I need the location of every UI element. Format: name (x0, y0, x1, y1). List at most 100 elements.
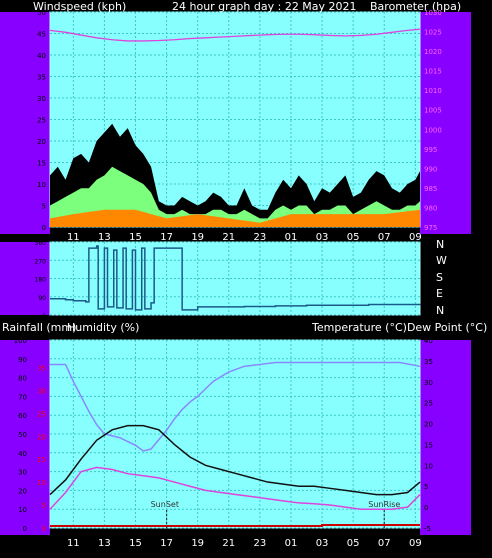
humidity-y-tick-label: 80 (18, 375, 27, 383)
temperature-y-tick-label: 25 (424, 400, 433, 408)
humidity-y-tick-label: 50 (18, 431, 27, 439)
humidity-series (50, 361, 421, 452)
compass-n-top: N (436, 238, 444, 251)
barometer-y-tick-label: 1020 (424, 48, 442, 56)
wind-y-tick-label: 50 (37, 9, 46, 17)
humidity-y-tick-label: 40 (18, 450, 27, 458)
temperature-dewpoint-label: Temperature (°C)Dew Point (°C) (311, 321, 487, 334)
rainfall-y-tick-label: 15 (37, 456, 46, 464)
header-windspeed-label: Windspeed (kph) (33, 0, 126, 13)
dewpoint-series (49, 466, 421, 510)
compass-n-bottom: N (436, 304, 444, 317)
temperature-y-tick-label: 10 (424, 462, 433, 470)
wind-y-tick-label: 5 (42, 203, 46, 211)
rainfall-y-tick-label: 0 (42, 525, 46, 533)
header-title: 24 hour graph day : 22 May 2021 (172, 0, 357, 13)
wind-x-tick-label: 13 (98, 232, 111, 243)
humidity-y-tick-label: 30 (18, 469, 27, 477)
wind-x-tick-label: 09 (409, 232, 422, 243)
humidity-y-tick-label: 60 (18, 412, 27, 420)
mid-left-frame (0, 242, 50, 315)
barometer-y-tick-label: 1005 (424, 107, 442, 115)
temperature-y-tick-label: 35 (424, 358, 433, 366)
compass-s: S (436, 271, 443, 284)
wind-x-tick-label: 23 (254, 232, 267, 243)
temperature-x-tick-label: 21 (222, 538, 235, 549)
barometer-y-tick-label: 980 (424, 204, 437, 212)
temperature-x-tick-label: 17 (160, 538, 173, 549)
wind-direction-series (50, 245, 421, 311)
wind-y-tick-label: 30 (37, 95, 46, 103)
rainfall-y-tick-label: 35 (37, 365, 46, 373)
sunset-label: SunSet (151, 500, 179, 509)
temperature-y-tick-label: 20 (424, 421, 433, 429)
barometer-y-tick-label: 985 (424, 185, 437, 193)
rainfall-y-tick-label: 20 (37, 433, 46, 441)
barometer-y-tick-label: 975 (424, 224, 437, 232)
humidity-y-tick-label: 10 (18, 506, 27, 514)
temperature-x-tick-label: 05 (347, 538, 360, 549)
wind-x-tick-label: 03 (316, 232, 329, 243)
wind-y-tick-label: 20 (37, 138, 46, 146)
bottom-right-frame (420, 340, 471, 535)
temperature-y-tick-label: 5 (424, 483, 428, 491)
humidity-y-tick-label: 70 (18, 393, 27, 401)
direction-y-tick-label: 180 (35, 277, 47, 284)
top-right-frame (420, 12, 471, 234)
temperature-x-tick-label: 01 (285, 538, 298, 549)
wind-y-tick-label: 40 (37, 52, 46, 60)
wind-minimum-series (50, 209, 420, 227)
bottom-left-frame (0, 340, 50, 535)
rainfall-label: Rainfall (mm) (2, 321, 76, 334)
humidity-y-tick-label: 20 (18, 487, 27, 495)
direction-y-tick-label: 270 (35, 258, 47, 265)
wind-y-tick-label: 45 (37, 31, 46, 39)
humidity-y-tick-label: 100 (14, 337, 27, 345)
wind-x-tick-label: 11 (67, 232, 80, 243)
rainfall-y-tick-label: 25 (37, 410, 46, 418)
temperature-y-tick-label: 15 (424, 441, 433, 449)
compass-e: E (436, 287, 443, 300)
barometer-y-tick-label: 1015 (424, 68, 442, 76)
temperature-x-tick-label: 13 (98, 538, 111, 549)
barometer-y-tick-label: 1025 (424, 29, 442, 37)
temperature-x-tick-label: 19 (191, 538, 204, 549)
humidity-y-tick-label: 90 (18, 356, 27, 364)
wind-y-tick-label: 0 (42, 224, 46, 232)
rainfall-y-tick-label: 5 (42, 502, 46, 510)
barometer-y-tick-label: 1010 (424, 87, 442, 95)
temperature-y-tick-label: 40 (424, 337, 433, 345)
temperature-series (49, 424, 421, 496)
wind-y-tick-label: 15 (37, 160, 46, 168)
temperature-x-tick-label: 15 (129, 538, 142, 549)
rainfall-y-tick-label: 10 (37, 479, 46, 487)
wind-y-tick-label: 10 (37, 181, 46, 189)
barometer-y-tick-label: 1000 (424, 126, 442, 134)
rainfall-series (50, 524, 420, 527)
barometer-y-tick-label: 995 (424, 146, 437, 154)
wind-x-tick-label: 17 (160, 232, 173, 243)
header-barometer-label: Barometer (hpa) (370, 0, 461, 13)
sunrise-label: SunRise (368, 500, 400, 509)
wind-x-tick-label: 05 (347, 232, 360, 243)
direction-y-tick-label: 90 (38, 295, 46, 302)
top-left-frame (0, 12, 50, 234)
temperature-x-tick-label: 03 (316, 538, 329, 549)
temperature-y-tick-label: -5 (424, 525, 431, 533)
temperature-x-tick-label: 11 (67, 538, 80, 549)
wind-y-tick-label: 35 (37, 74, 46, 82)
wind-x-tick-label: 19 (191, 232, 204, 243)
barometer-series (49, 28, 421, 42)
humidity-label: Humidity (%) (67, 321, 139, 334)
wind-x-tick-label: 15 (129, 232, 142, 243)
barometer-y-tick-label: 1030 (424, 9, 442, 17)
temperature-x-tick-label: 09 (409, 538, 422, 549)
direction-y-tick-label: 0 (42, 313, 46, 320)
wind-x-tick-label: 01 (285, 232, 298, 243)
wind-x-tick-label: 07 (378, 232, 391, 243)
rainfall-y-tick-label: 30 (37, 387, 46, 395)
temperature-y-tick-label: 0 (424, 504, 428, 512)
compass-w: W (436, 254, 447, 267)
